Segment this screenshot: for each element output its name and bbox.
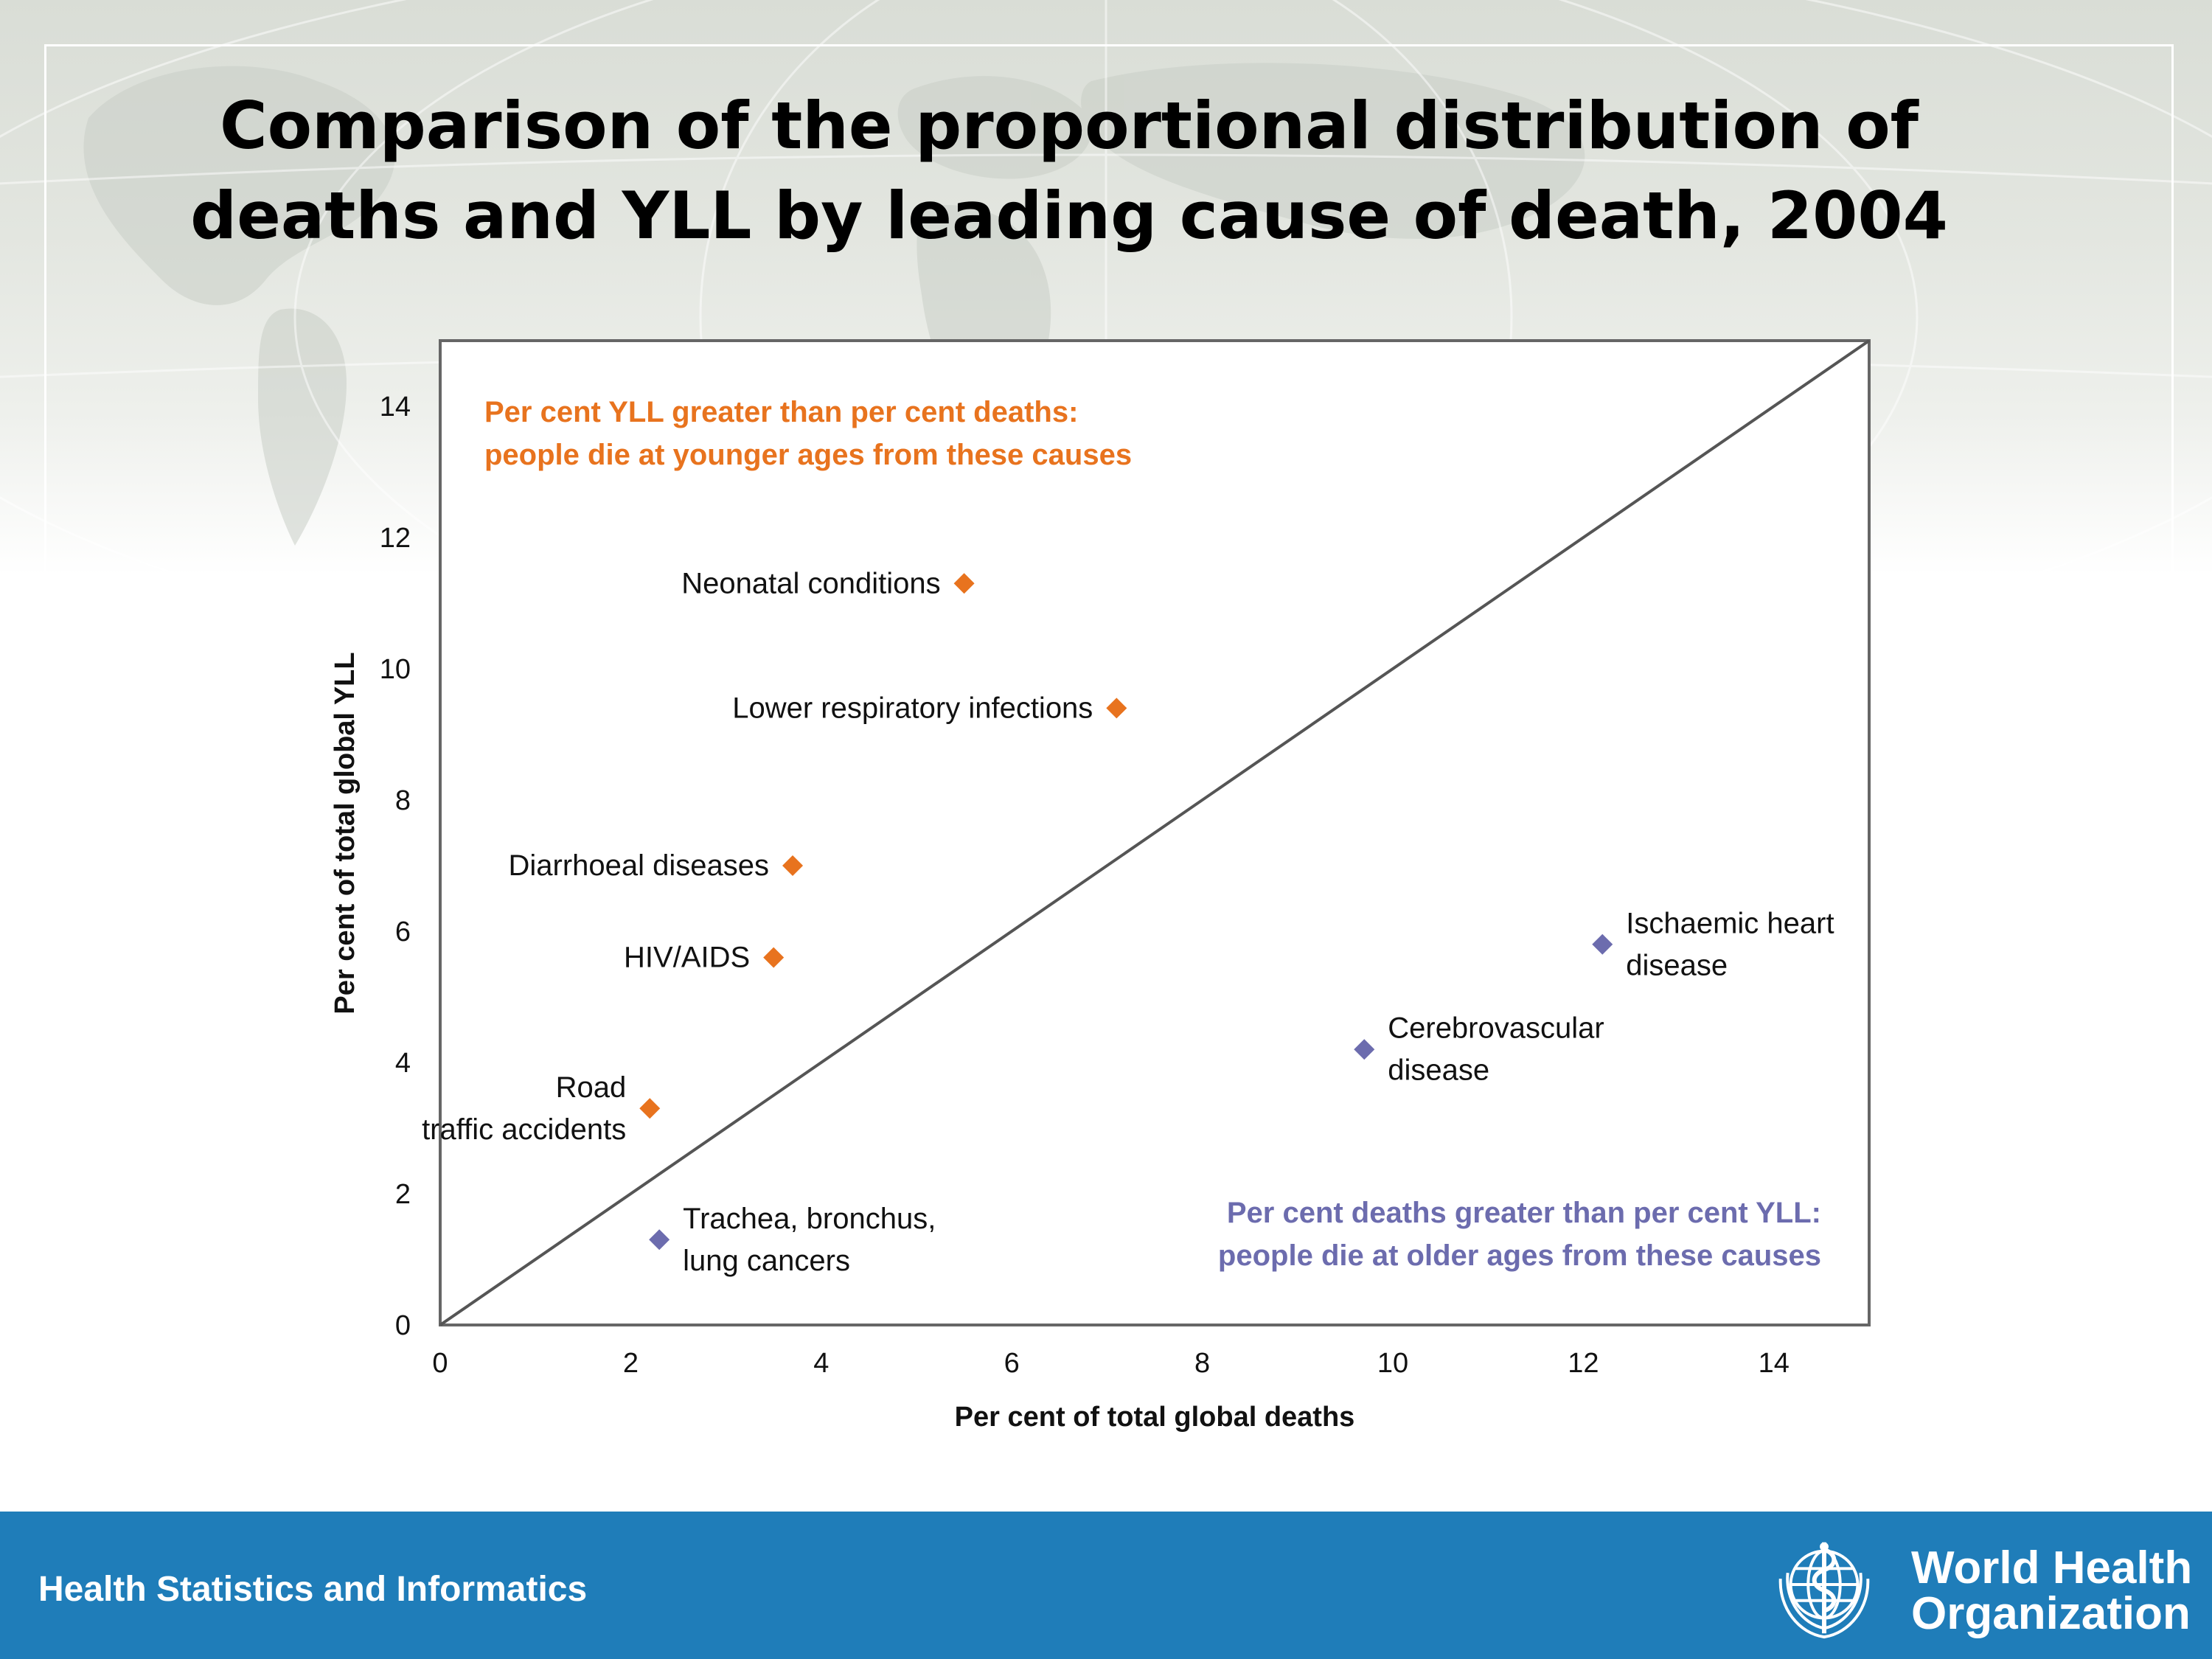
annotations: Per cent YLL greater than per cent death…: [484, 396, 1821, 1272]
data-point-label: disease: [1626, 949, 1728, 981]
y-tick-labels: 0 2 4 6 8 10 12 14: [380, 392, 411, 1341]
data-point-label: disease: [1388, 1054, 1489, 1087]
title-line-2: deaths and YLL by leading cause of death…: [190, 178, 1948, 254]
data-point-label: Ischaemic heart: [1626, 907, 1834, 939]
data-point-label: Diarrhoeal diseases: [509, 849, 770, 882]
y-tick-label: 10: [380, 654, 411, 685]
data-point-marker: [953, 573, 975, 594]
y-tick-label: 8: [395, 785, 411, 816]
y-tick-label: 6: [395, 917, 411, 947]
data-point-label: lung cancers: [683, 1245, 850, 1277]
who-name-line-2: Organization: [1911, 1588, 2191, 1639]
annotation-older-line: Per cent deaths greater than per cent YL…: [1227, 1197, 1821, 1229]
title-line-1: Comparison of the proportional distribut…: [220, 88, 1919, 164]
y-axis-label: Per cent of total global YLL: [330, 652, 361, 1014]
reference-line-y-equals-x: [439, 339, 1871, 1326]
x-tick-label: 4: [813, 1348, 829, 1379]
x-tick-label: 6: [1004, 1348, 1020, 1379]
data-point-label: HIV/AIDS: [624, 942, 750, 974]
y-tick-label: 4: [395, 1048, 411, 1079]
data-point-label: Road: [556, 1071, 627, 1104]
x-tick-label: 8: [1194, 1348, 1210, 1379]
x-tick-label: 12: [1568, 1348, 1599, 1379]
data-point-label: traffic accidents: [422, 1113, 626, 1146]
data-point-marker: [649, 1229, 670, 1251]
y-tick-label: 0: [395, 1310, 411, 1341]
x-tick-label: 2: [623, 1348, 639, 1379]
x-tick-labels: 0 2 4 6 8 10 12 14: [432, 1348, 1790, 1379]
data-point-marker: [1354, 1039, 1375, 1060]
slide-frame: [44, 44, 2174, 1504]
annotation-older-line: people die at older ages from these caus…: [1218, 1239, 1821, 1272]
scatter-chart: 0 2 4 6 8 10 12 14 0 2 4 6 8 10 12 14 Per cent of tota…: [330, 339, 1871, 1433]
who-emblem-icon: [1778, 1542, 1870, 1639]
annotation-younger-line: people die at younger ages from these ca…: [484, 439, 1132, 471]
x-tick-label: 14: [1759, 1348, 1790, 1379]
y-tick-label: 2: [395, 1179, 411, 1210]
slide-title: Comparison of the proportional distribut…: [74, 81, 2065, 261]
x-axis-label: Per cent of total global deaths: [955, 1402, 1355, 1433]
data-point-marker: [782, 855, 804, 876]
data-point-marker: [1592, 933, 1613, 955]
data-point-label: Lower respiratory infections: [732, 692, 1093, 724]
footer-text: Health Statistics and Informatics: [38, 1570, 588, 1609]
who-name-line-1: World Health: [1911, 1543, 2193, 1593]
data-point-marker: [639, 1098, 661, 1119]
data-point-label: Trachea, bronchus,: [683, 1203, 936, 1235]
x-tick-label: 10: [1377, 1348, 1408, 1379]
data-point-label: Neonatal conditions: [681, 567, 940, 599]
footer-bar: Health Statistics and Informatics World …: [0, 1512, 2212, 1659]
x-tick-label: 0: [432, 1348, 448, 1379]
y-tick-label: 12: [380, 523, 411, 554]
y-tick-label: 14: [380, 392, 411, 422]
data-point-label: Cerebrovascular: [1388, 1012, 1604, 1045]
data-point-marker: [763, 947, 785, 968]
who-name: World Health Organization: [1911, 1545, 2192, 1637]
annotation-younger-line: Per cent YLL greater than per cent death…: [484, 396, 1078, 428]
data-points: Neonatal conditions Lower respiratory inf…: [422, 567, 1834, 1277]
data-point-marker: [1106, 698, 1127, 719]
